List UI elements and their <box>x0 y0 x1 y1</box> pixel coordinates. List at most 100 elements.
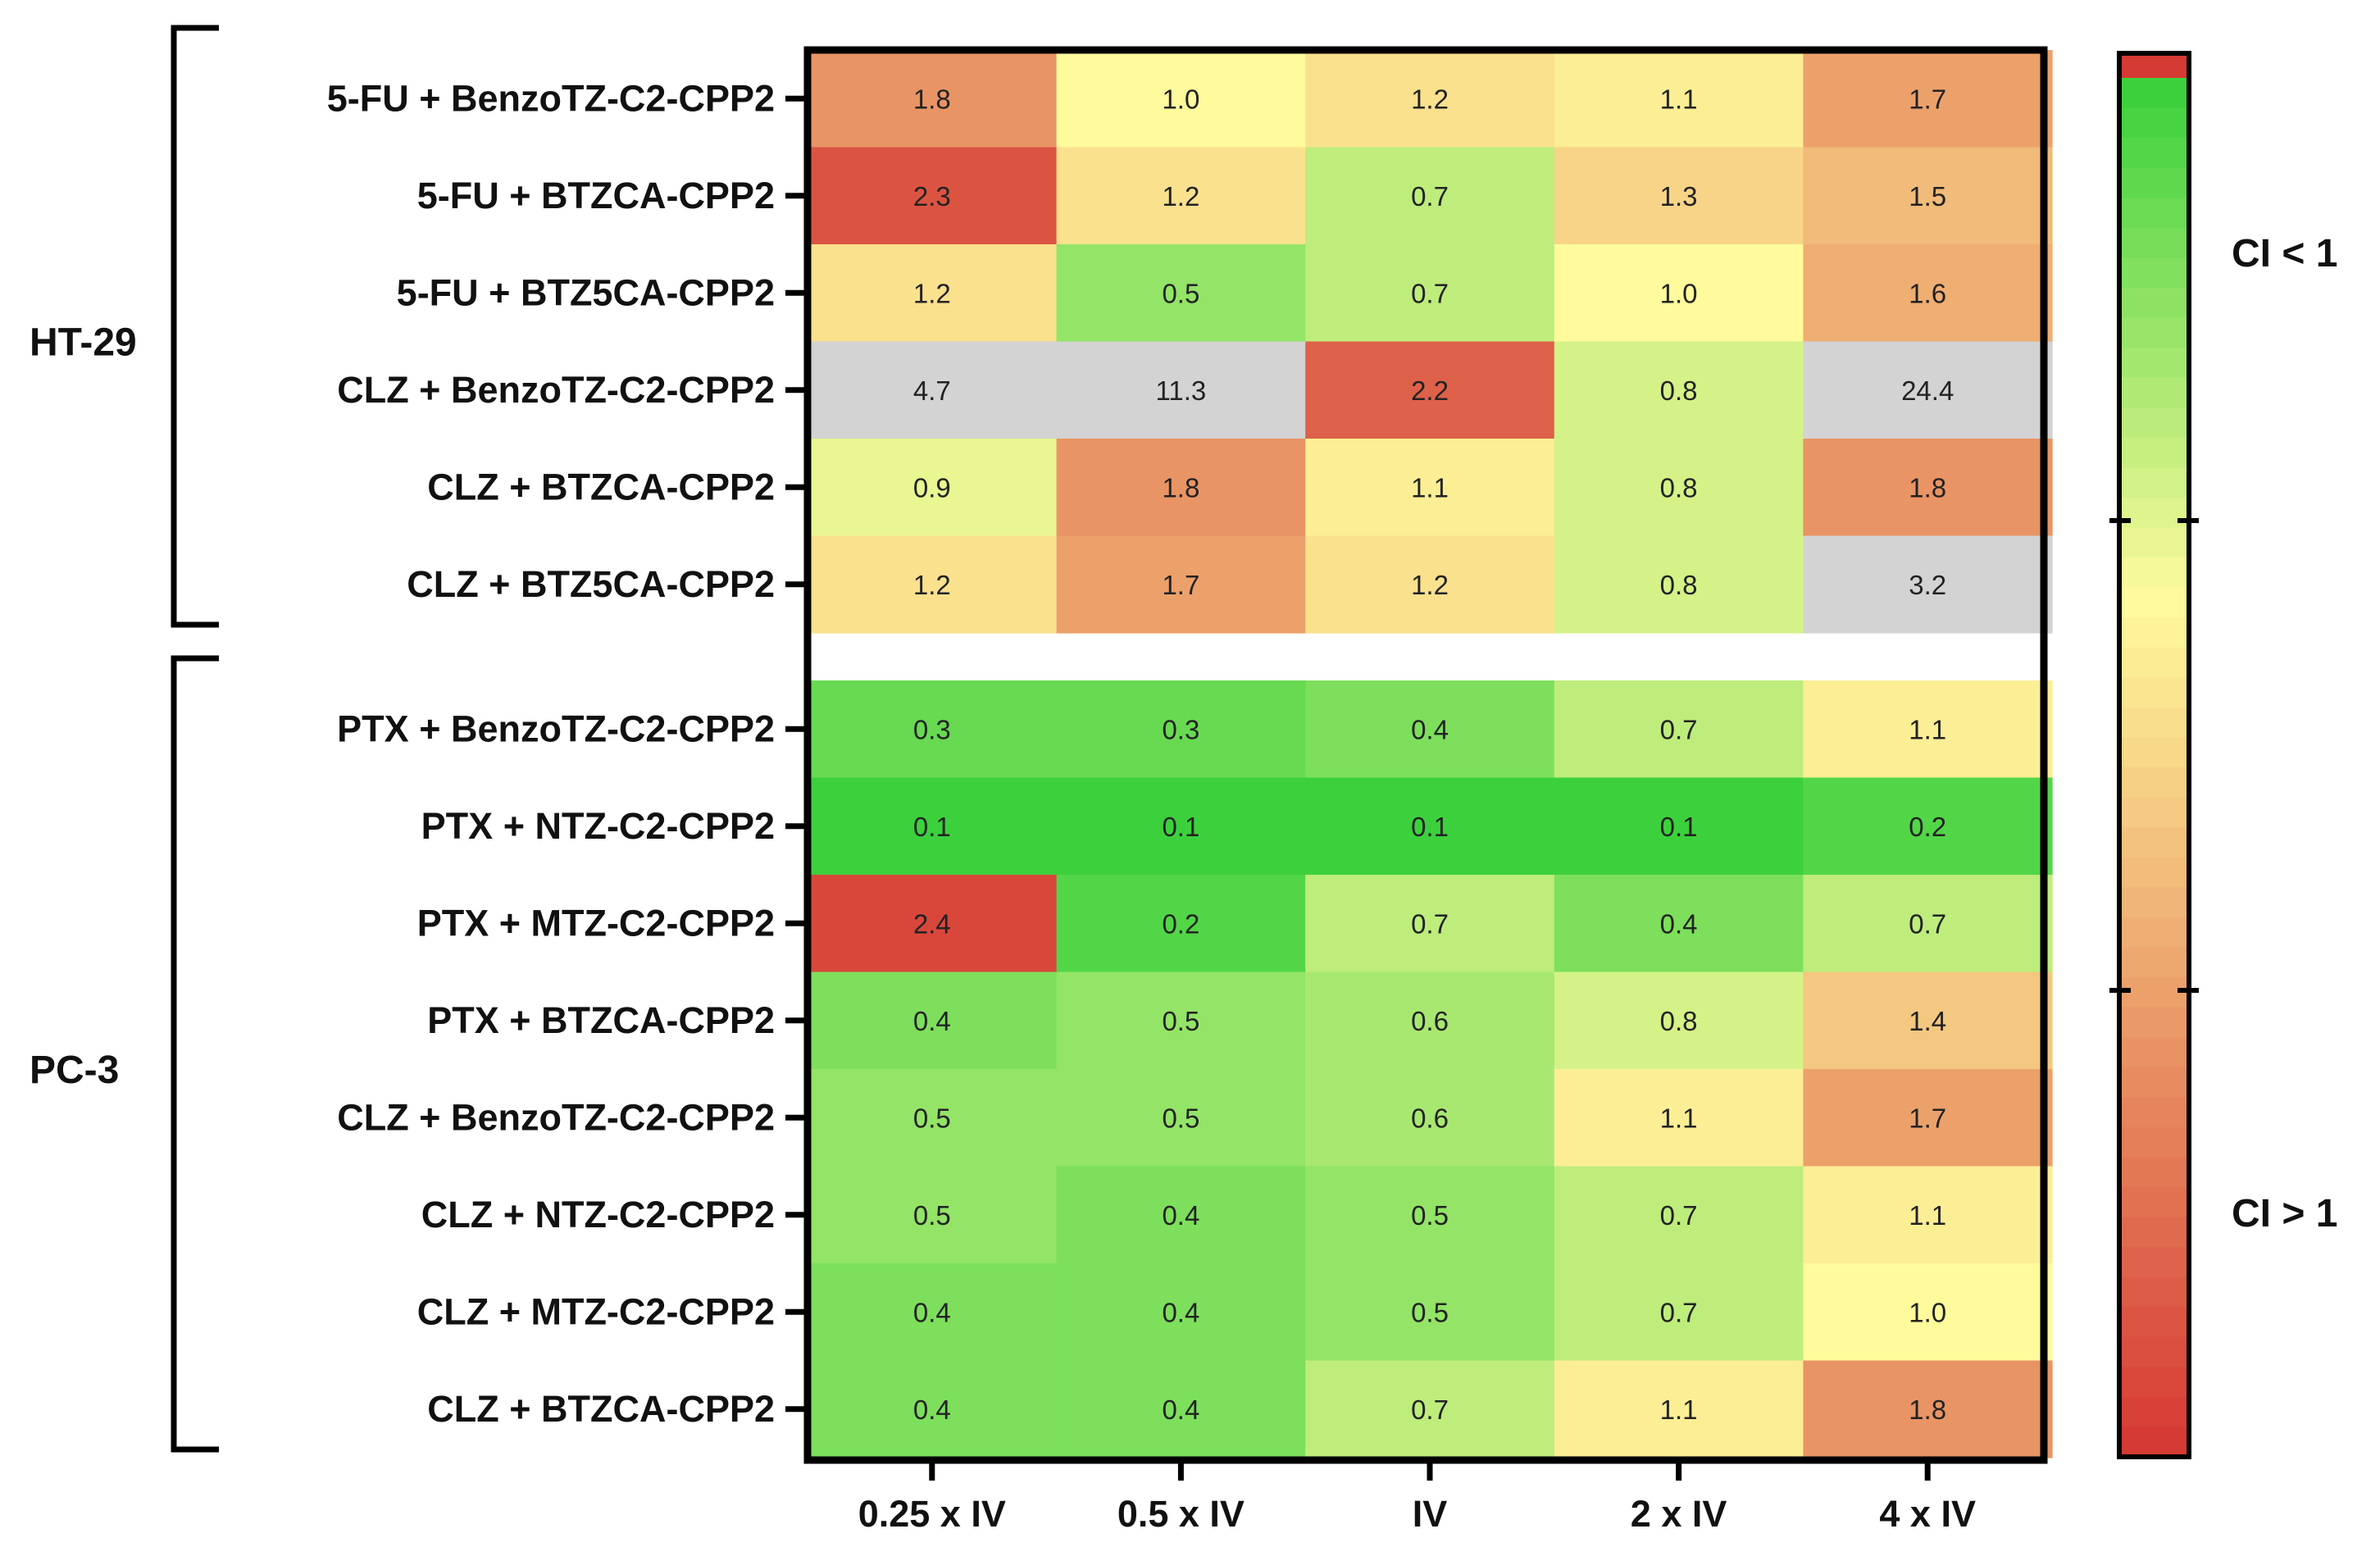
cell-value-label: 0.7 <box>1411 278 1449 308</box>
heatmap-cell <box>1305 777 1555 876</box>
cell-value-label: 0.4 <box>913 1395 951 1425</box>
legend-swatch <box>2119 1247 2189 1278</box>
heatmap-cell <box>808 680 1058 779</box>
cell-value-label: 0.9 <box>913 472 951 503</box>
row-label: CLZ + BenzoTZ-C2-CPP2 <box>337 369 775 411</box>
cell-value-label: 3.2 <box>1909 570 1946 600</box>
column-label: 0.5 x IV <box>1117 1493 1245 1535</box>
cell-value-label: 4.7 <box>913 375 951 406</box>
legend-swatch <box>2119 1367 2189 1398</box>
cell-value-label: 0.5 <box>1411 1297 1449 1327</box>
cell-value-label: 0.4 <box>1162 1297 1199 1327</box>
heatmap-cell <box>1305 680 1555 779</box>
cell-value-label: 0.1 <box>1162 812 1199 842</box>
legend-swatch <box>2119 797 2189 828</box>
legend-swatch <box>2119 1037 2189 1068</box>
heatmap-cell <box>1056 50 1306 148</box>
heatmap-cell <box>1803 971 2053 1070</box>
heatmap-cell <box>1056 1263 1306 1362</box>
cell-value-label: 1.1 <box>1909 714 1946 744</box>
row-label: CLZ + BenzoTZ-C2-CPP2 <box>337 1096 775 1138</box>
heatmap-cell <box>1803 1360 2053 1458</box>
legend-label-synergy: CI < 1 <box>2232 232 2337 275</box>
heatmap-cell <box>1803 875 2053 973</box>
cell-value-label: 0.1 <box>913 812 951 842</box>
heatmap-cell <box>1056 341 1306 439</box>
cell-value-label: 2.3 <box>913 181 951 212</box>
cell-value-label: 1.1 <box>1660 84 1698 114</box>
heatmap-cell <box>1554 1360 1804 1458</box>
column-label: 0.25 x IV <box>858 1493 1006 1535</box>
group-label: PC-3 <box>30 1049 119 1092</box>
cell-value-label: 1.8 <box>913 84 951 114</box>
legend-swatch <box>2119 497 2189 529</box>
heatmap-cell <box>1554 680 1804 779</box>
legend-swatch <box>2119 78 2189 109</box>
heatmap-cell <box>1056 244 1306 343</box>
cell-value-label: 1.2 <box>1162 181 1199 212</box>
heatmap-cell <box>1305 1263 1555 1362</box>
heatmap-cell <box>1056 1069 1306 1167</box>
column-label: 2 x IV <box>1631 1493 1727 1535</box>
heatmap-cell <box>808 244 1058 343</box>
legend-swatch <box>2119 767 2189 799</box>
row-label: 5-FU + BTZ5CA-CPP2 <box>397 271 775 313</box>
column-labels: 0.25 x IV 0.5 x IV IV 2 x IV 4 x IV <box>858 1493 1976 1535</box>
heatmap-cell <box>1056 1360 1306 1458</box>
cell-value-label: 1.2 <box>1411 570 1449 600</box>
legend-swatch <box>2119 1307 2189 1338</box>
cell-value-label: 1.1 <box>1909 1200 1946 1231</box>
heatmap-cell <box>808 777 1058 876</box>
cell-value-label: 0.7 <box>1909 908 1946 939</box>
legend-swatch <box>2119 1126 2189 1158</box>
heatmap-cell <box>1554 777 1804 876</box>
heatmap-cell <box>1056 439 1306 537</box>
legend-swatch <box>2119 917 2189 948</box>
heatmap-cell <box>808 1360 1058 1458</box>
heatmap-cell <box>1305 341 1555 439</box>
cell-value-label: 1.1 <box>1660 1103 1698 1133</box>
legend-swatch <box>2119 227 2189 258</box>
group-label: HT-29 <box>30 321 137 365</box>
legend-swatch <box>2119 976 2189 1008</box>
group-brackets <box>171 25 219 1453</box>
heatmap-cell <box>1056 535 1306 634</box>
cell-value-label: 0.5 <box>1411 1200 1449 1231</box>
legend-swatch <box>2119 287 2189 319</box>
legend-swatch <box>2119 857 2189 888</box>
legend-swatch <box>2119 1157 2189 1188</box>
legend-swatch <box>2119 437 2189 468</box>
cell-value-label: 1.7 <box>1909 1103 1946 1133</box>
heatmap-cell <box>808 341 1058 439</box>
cell-value-label: 0.7 <box>1411 908 1449 939</box>
column-label: 4 x IV <box>1879 1493 1976 1535</box>
cell-value-label: 0.1 <box>1660 812 1698 842</box>
heatmap-cell <box>1056 680 1306 779</box>
heatmap-cell <box>1803 147 2053 245</box>
heatmap-cell <box>808 439 1058 537</box>
heatmap-cell <box>1554 147 1804 245</box>
heatmap-cells: 1.8 1.0 1.2 1.1 1.7 2.3 1.2 0.7 1.3 1.5 1.2 0.5 0.7 1… <box>808 50 2053 1458</box>
cell-value-label: 1.2 <box>1411 84 1449 114</box>
cell-value-label: 1.1 <box>1411 472 1449 503</box>
cell-value-label: 0.4 <box>1660 908 1698 939</box>
legend-swatch <box>2119 737 2189 768</box>
cell-value-label: 24.4 <box>1901 375 1954 406</box>
legend-swatch <box>2119 107 2189 139</box>
heatmap-cell <box>1803 777 2053 876</box>
heatmap-cell <box>1554 244 1804 343</box>
cell-value-label: 2.2 <box>1411 375 1449 406</box>
cell-value-label: 1.4 <box>1909 1006 1946 1036</box>
legend-swatch <box>2119 317 2189 348</box>
heatmap-cell <box>808 875 1058 973</box>
cell-value-label: 1.5 <box>1909 181 1946 212</box>
row-label: PTX + BenzoTZ-C2-CPP2 <box>337 708 775 749</box>
cell-value-label: 0.5 <box>1162 278 1199 308</box>
cell-value-label: 0.4 <box>1162 1395 1199 1425</box>
heatmap-cell <box>1305 1166 1555 1264</box>
heatmap-cell <box>1554 341 1804 439</box>
cell-value-label: 0.4 <box>1162 1200 1199 1231</box>
row-label: PTX + MTZ-C2-CPP2 <box>417 902 775 944</box>
group-labels: HT-29 PC-3 <box>30 321 137 1093</box>
cell-value-label: 0.8 <box>1660 1006 1698 1036</box>
